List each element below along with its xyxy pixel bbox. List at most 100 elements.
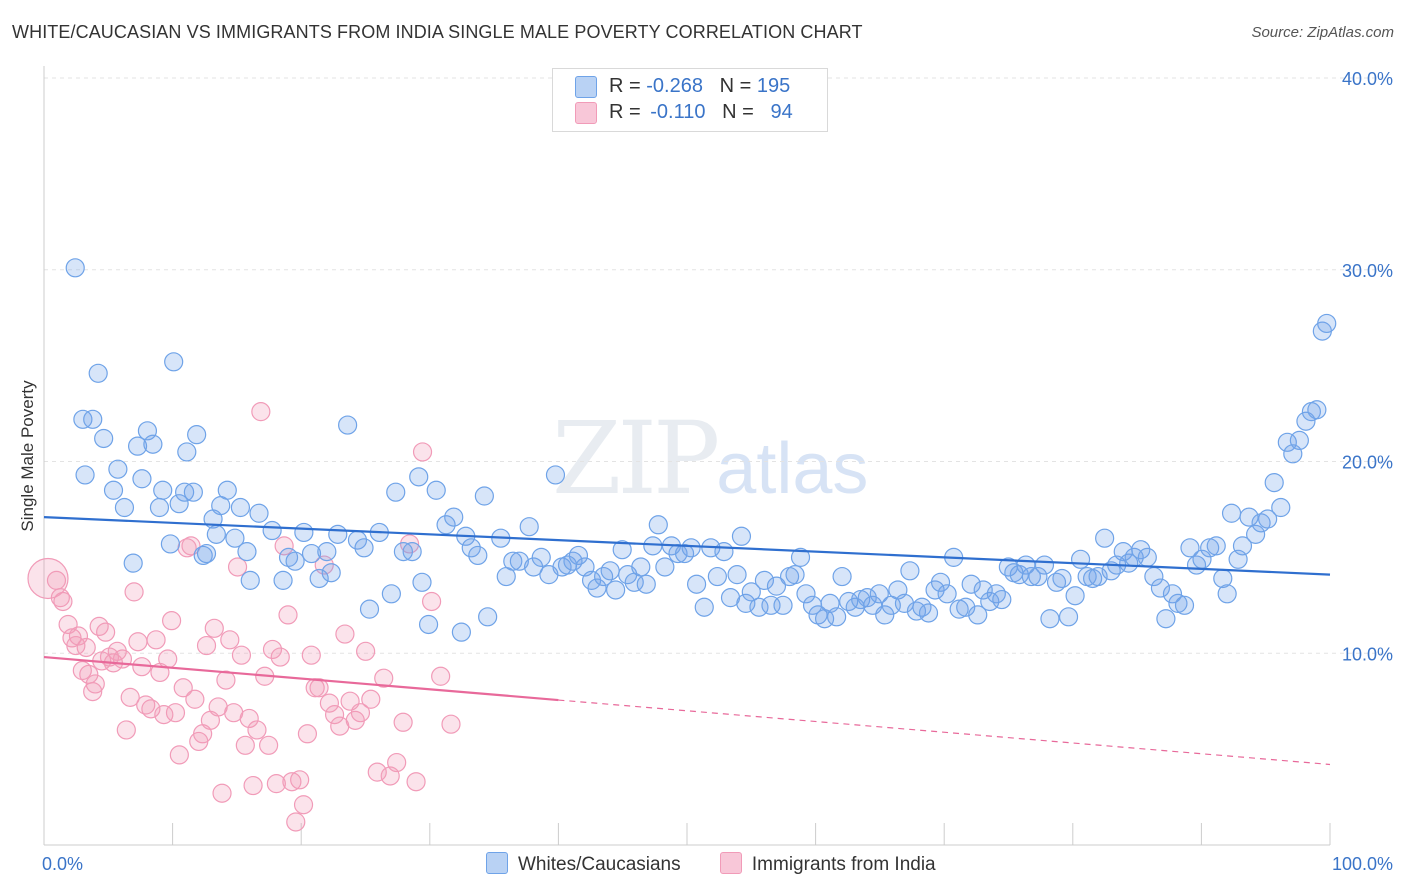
whites-point: [386, 482, 406, 502]
india-point: [165, 703, 186, 723]
whites-point: [1174, 595, 1195, 615]
legend-swatch-pink: [575, 101, 597, 124]
whites-point: [648, 515, 668, 535]
whites-point: [694, 597, 714, 617]
whites-point: [328, 524, 348, 544]
whites-point: [451, 622, 471, 642]
whites-point: [937, 584, 957, 604]
india-point: [196, 635, 217, 656]
india-point: [421, 591, 442, 612]
whites-point: [114, 497, 135, 518]
whites-point: [1264, 472, 1284, 493]
india-trend-extension: [558, 699, 1331, 766]
india-point: [83, 681, 103, 702]
whites-point: [1246, 524, 1266, 544]
whites-point: [1058, 607, 1079, 627]
whites-point: [563, 551, 583, 571]
legend-r-value-pink: -0.110: [650, 101, 706, 123]
legend-item-india[interactable]: Immigrants from India: [719, 852, 936, 876]
legend-r-label: R =: [609, 75, 641, 97]
whites-point: [309, 568, 329, 589]
whites-point: [707, 566, 727, 587]
india-point: [297, 724, 318, 744]
whites-point: [568, 545, 589, 566]
whites-point: [132, 469, 152, 489]
whites-point: [359, 599, 380, 619]
india-point: [173, 678, 193, 698]
whites-point: [75, 465, 95, 485]
india-point: [286, 812, 306, 832]
watermark-zip: ZIP: [552, 400, 720, 517]
india-point: [282, 772, 302, 792]
legend-label-whites: Whites/Caucasians: [518, 854, 681, 875]
whites-point: [918, 603, 939, 623]
india-point: [441, 714, 461, 734]
whites-point: [754, 570, 775, 590]
india-point: [239, 708, 259, 729]
whites-point: [1217, 584, 1237, 604]
whites-point: [338, 415, 358, 435]
india-point: [293, 795, 314, 815]
whites-point: [1156, 609, 1176, 629]
india-point: [161, 611, 182, 631]
india-point: [247, 720, 267, 740]
india-point: [212, 783, 232, 803]
india-point: [169, 745, 189, 765]
whites-point: [461, 538, 481, 558]
whites-point: [225, 528, 245, 548]
whites-point: [426, 480, 446, 500]
whites-point: [1040, 609, 1060, 629]
whites-point: [980, 591, 1000, 612]
whites-point: [814, 609, 835, 629]
whites-point: [127, 436, 148, 456]
whites-point: [88, 363, 108, 383]
whites-point: [790, 547, 811, 567]
legend-n-value-pink: 94: [770, 101, 793, 123]
whites-point: [240, 570, 260, 590]
whites-point: [686, 574, 707, 594]
india-point: [393, 712, 413, 732]
whites-point: [731, 526, 752, 546]
whites-point: [402, 542, 422, 562]
india-point: [128, 632, 148, 652]
whites-point: [519, 517, 539, 537]
whites-point: [612, 540, 632, 560]
india-point: [278, 605, 298, 625]
india-point: [335, 624, 355, 644]
whites-point: [412, 572, 432, 592]
india-point: [374, 668, 394, 688]
whites-point: [1052, 568, 1072, 589]
whites-point: [600, 561, 620, 581]
india-point: [68, 626, 89, 646]
india-point: [120, 687, 140, 707]
india-point: [356, 641, 376, 661]
whites-point: [968, 605, 988, 625]
whites-point: [273, 570, 293, 590]
whites-point: [773, 595, 793, 615]
legend-item-whites[interactable]: Whites/Caucasians: [486, 852, 681, 876]
whites-point: [1095, 528, 1115, 548]
whites-point: [523, 557, 544, 577]
india-point: [259, 735, 279, 755]
whites-point: [249, 503, 269, 523]
y-axis-label: Single Male Poverty: [18, 380, 37, 532]
india-point: [112, 649, 133, 669]
whites-point: [587, 578, 607, 598]
whites-point: [1307, 400, 1327, 420]
whites-point: [631, 557, 651, 577]
whites-point: [1289, 430, 1309, 451]
source-label: Source: ZipAtlas.com: [1251, 24, 1394, 41]
whites-point: [509, 551, 529, 571]
whites-point: [1150, 578, 1171, 598]
india-point: [266, 774, 286, 794]
whites-point: [956, 597, 976, 617]
whites-trend-line: [43, 516, 1331, 576]
whites-point: [827, 607, 847, 627]
whites-point: [1046, 572, 1067, 592]
whites-point: [237, 542, 257, 562]
india-point: [235, 735, 255, 755]
whites-point: [992, 589, 1012, 610]
whites-point: [949, 599, 969, 619]
whites-point: [294, 522, 314, 543]
